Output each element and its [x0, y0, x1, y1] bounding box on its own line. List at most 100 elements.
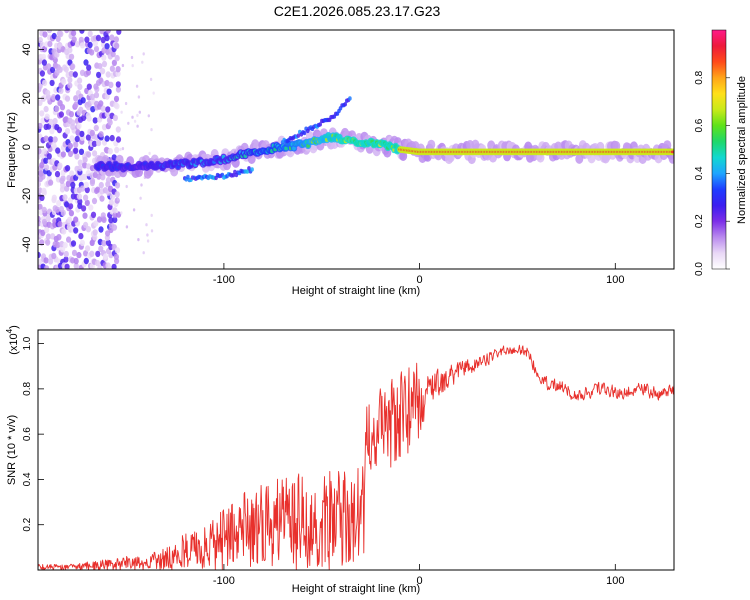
- heatmap-cell: [148, 151, 151, 155]
- heatmap-cell: [63, 66, 69, 73]
- snr-y-tick-label: 0.8: [22, 381, 33, 395]
- heatmap-cell: [82, 212, 88, 219]
- heatmap-cell: [41, 59, 48, 66]
- heatmap-cell: [104, 135, 110, 142]
- heatmap-cell: [427, 139, 436, 150]
- heatmap-cell: [114, 191, 120, 198]
- heatmap-cell: [47, 40, 53, 48]
- snr-xlabel: Height of straight line (km): [292, 583, 420, 595]
- heatmap-cell: [284, 146, 288, 151]
- heatmap-cell: [112, 114, 118, 122]
- heatmap-cell: [84, 199, 90, 207]
- heatmap-cell: [125, 225, 129, 229]
- heatmap-cell: [49, 127, 55, 135]
- heatmap-cell: [146, 233, 149, 237]
- heatmap-cell: [41, 218, 48, 226]
- colorbar-ticks: 0.0 0.2 0.4 0.6 0.8: [694, 70, 730, 276]
- heatmap-cell: [54, 206, 60, 213]
- heatmap-cell: [101, 216, 107, 223]
- heatmap-cell: [61, 78, 67, 85]
- heatmap-cell: [78, 148, 85, 155]
- heatmap-cell: [38, 180, 41, 188]
- heatmap-cell: [68, 70, 74, 78]
- heatmap-cell: [112, 216, 118, 224]
- snr-frame: [37, 329, 675, 571]
- svg-text:(x104): (x104): [5, 325, 20, 355]
- heatmap-cell: [106, 88, 112, 95]
- heatmap-cell: [109, 193, 116, 200]
- heatmap-cell: [83, 181, 89, 189]
- heatmap-cell: [64, 95, 71, 102]
- heatmap-cell: [63, 256, 69, 263]
- heatmap-cell: [84, 36, 90, 43]
- heatmap-cell: [104, 34, 110, 42]
- heatmap-cell: [83, 194, 89, 201]
- heatmap-cell: [44, 265, 50, 269]
- heatmap-cell: [137, 238, 140, 242]
- heatmap-cell: [670, 150, 674, 154]
- heatmap-cell: [152, 91, 155, 95]
- snr-panel: -100 0 100 0.2 0.4 0.6 0.8 1.0 Height of strai…: [5, 325, 675, 595]
- heatmap-cell: [149, 77, 153, 81]
- heatmap-cell: [131, 115, 134, 119]
- heatmap-cell: [68, 111, 74, 118]
- heatmap-cell: [69, 53, 75, 60]
- heatmap-cell: [100, 105, 106, 112]
- heatmap-cell: [46, 30, 53, 34]
- heatmap-cell: [100, 36, 106, 44]
- heatmap-cell: [38, 122, 43, 130]
- heatmap-cell: [45, 239, 51, 246]
- heatmap-cell: [54, 124, 60, 131]
- heatmap-cell: [55, 147, 61, 154]
- heatmap-cell: [60, 175, 66, 182]
- heatmap-cell: [38, 153, 41, 160]
- snr-ylabel: SNR (10 * v/v): [6, 415, 18, 485]
- heatmap-cell: [89, 250, 95, 257]
- heatmap-cell: [70, 181, 76, 189]
- heatmap-cell: [113, 95, 120, 103]
- heatmap-cell: [93, 220, 99, 227]
- heatmap-cell: [43, 105, 49, 113]
- heatmap-cell: [64, 128, 71, 135]
- heatmap-cell: [45, 233, 52, 240]
- heatmap-cell: [99, 30, 105, 35]
- colorbar-tick-label: 0.8: [694, 70, 705, 84]
- heatmap-cell: [41, 46, 48, 53]
- heatmap-cell: [41, 148, 48, 155]
- heatmap-cell: [38, 99, 43, 106]
- heatmap-cell: [64, 263, 70, 269]
- heatmap-cell: [105, 30, 111, 34]
- heatmap-cell: [114, 146, 120, 154]
- heatmap-cell: [51, 94, 57, 101]
- heatmap-cell: [67, 46, 73, 54]
- heatmap-cell: [63, 250, 69, 258]
- heatmap-cell: [114, 247, 121, 254]
- heatmap-cell: [57, 66, 63, 73]
- heatmap-cell: [132, 208, 136, 212]
- heatmap-cell: [245, 169, 250, 174]
- heatmap-cell: [136, 113, 139, 117]
- heatmap-cell: [85, 245, 91, 252]
- heatmap-cell: [79, 185, 85, 192]
- heatmap-cell: [120, 110, 123, 114]
- heatmap-cell: [131, 64, 134, 68]
- heatmap-cell: [92, 117, 98, 124]
- heatmap-cell: [100, 68, 106, 75]
- heatmap-cell: [79, 239, 85, 247]
- heatmap-cell: [66, 224, 72, 231]
- heatmap-cell: [107, 119, 113, 126]
- heatmap-cell: [48, 118, 54, 126]
- heatmap-cell: [79, 42, 86, 49]
- heatmap-cell: [139, 196, 142, 200]
- spectrogram-x-tick-label: 0: [417, 274, 423, 286]
- heatmap-cell: [612, 141, 621, 151]
- heatmap-cell: [87, 41, 93, 49]
- heatmap-cell: [68, 210, 74, 217]
- heatmap-cell: [64, 30, 70, 34]
- heatmap-cell: [77, 159, 83, 166]
- heatmap-cell: [43, 257, 49, 264]
- heatmap-cell: [96, 71, 102, 79]
- heatmap-cell: [119, 147, 122, 152]
- heatmap-cell: [73, 95, 79, 102]
